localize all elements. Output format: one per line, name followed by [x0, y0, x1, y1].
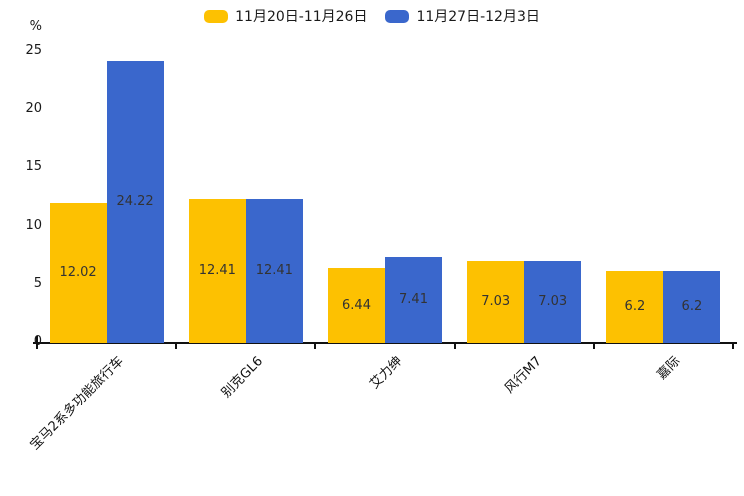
bar-week1	[328, 268, 385, 343]
bar-value-label: 7.03	[538, 294, 568, 310]
legend-label-week2: 11月27日-12月3日	[416, 9, 540, 25]
x-category-label: 风行M7	[501, 353, 545, 397]
bar-value-label: 6.2	[624, 298, 646, 314]
bar-week1	[606, 270, 664, 343]
bar-value-label: 6.2	[681, 298, 703, 314]
y-tick-label: 15	[25, 159, 42, 175]
x-category-label: 嘉际	[654, 353, 684, 383]
y-axis-unit-label: %	[29, 19, 42, 34]
bar-value-label: 7.41	[399, 291, 428, 307]
bar-week1	[49, 203, 107, 343]
x-category-label: 艾力绅	[367, 353, 406, 393]
x-axis-tick	[732, 344, 734, 349]
bar-week1	[467, 261, 525, 343]
x-axis-tick	[175, 344, 178, 349]
x-axis-tick	[592, 344, 595, 349]
legend-label-week1: 11月20日-11月26日	[235, 9, 368, 25]
legend-swatch-week1	[204, 9, 229, 23]
y-tick-label: 5	[33, 275, 42, 291]
bar-value-label: 12.02	[59, 265, 97, 281]
bar-value-label: 24.22	[116, 194, 154, 210]
bar-value-label: 12.41	[198, 262, 236, 278]
y-tick-label: 10	[25, 217, 42, 233]
x-axis-line	[33, 342, 737, 344]
legend-swatch-week2	[385, 9, 410, 23]
y-tick-label: 25	[25, 43, 42, 58]
legend-item-week2: 11月27日-12月3日	[385, 6, 540, 26]
x-axis-tick	[36, 336, 38, 349]
x-category-label: 别克GL6	[219, 353, 267, 401]
bar-week2	[663, 270, 721, 343]
bar-week2	[245, 198, 303, 343]
bar-week2	[106, 61, 164, 343]
x-category-label: 宝马2系多功能旅行车	[27, 353, 128, 454]
bar-week1	[188, 198, 246, 343]
bar-value-label: 12.41	[255, 262, 293, 278]
bar-week2	[385, 256, 442, 343]
legend-item-week1: 11月20日-11月26日	[204, 6, 367, 26]
bar-value-label: 6.44	[342, 297, 371, 313]
bar-week2	[524, 261, 582, 343]
chart-legend: 11月20日-11月26日 11月27日-12月3日	[0, 6, 744, 26]
x-axis-tick	[314, 344, 317, 349]
x-axis-tick	[453, 344, 456, 349]
y-tick-label: 20	[25, 101, 42, 117]
bar-value-label: 7.03	[481, 294, 511, 310]
